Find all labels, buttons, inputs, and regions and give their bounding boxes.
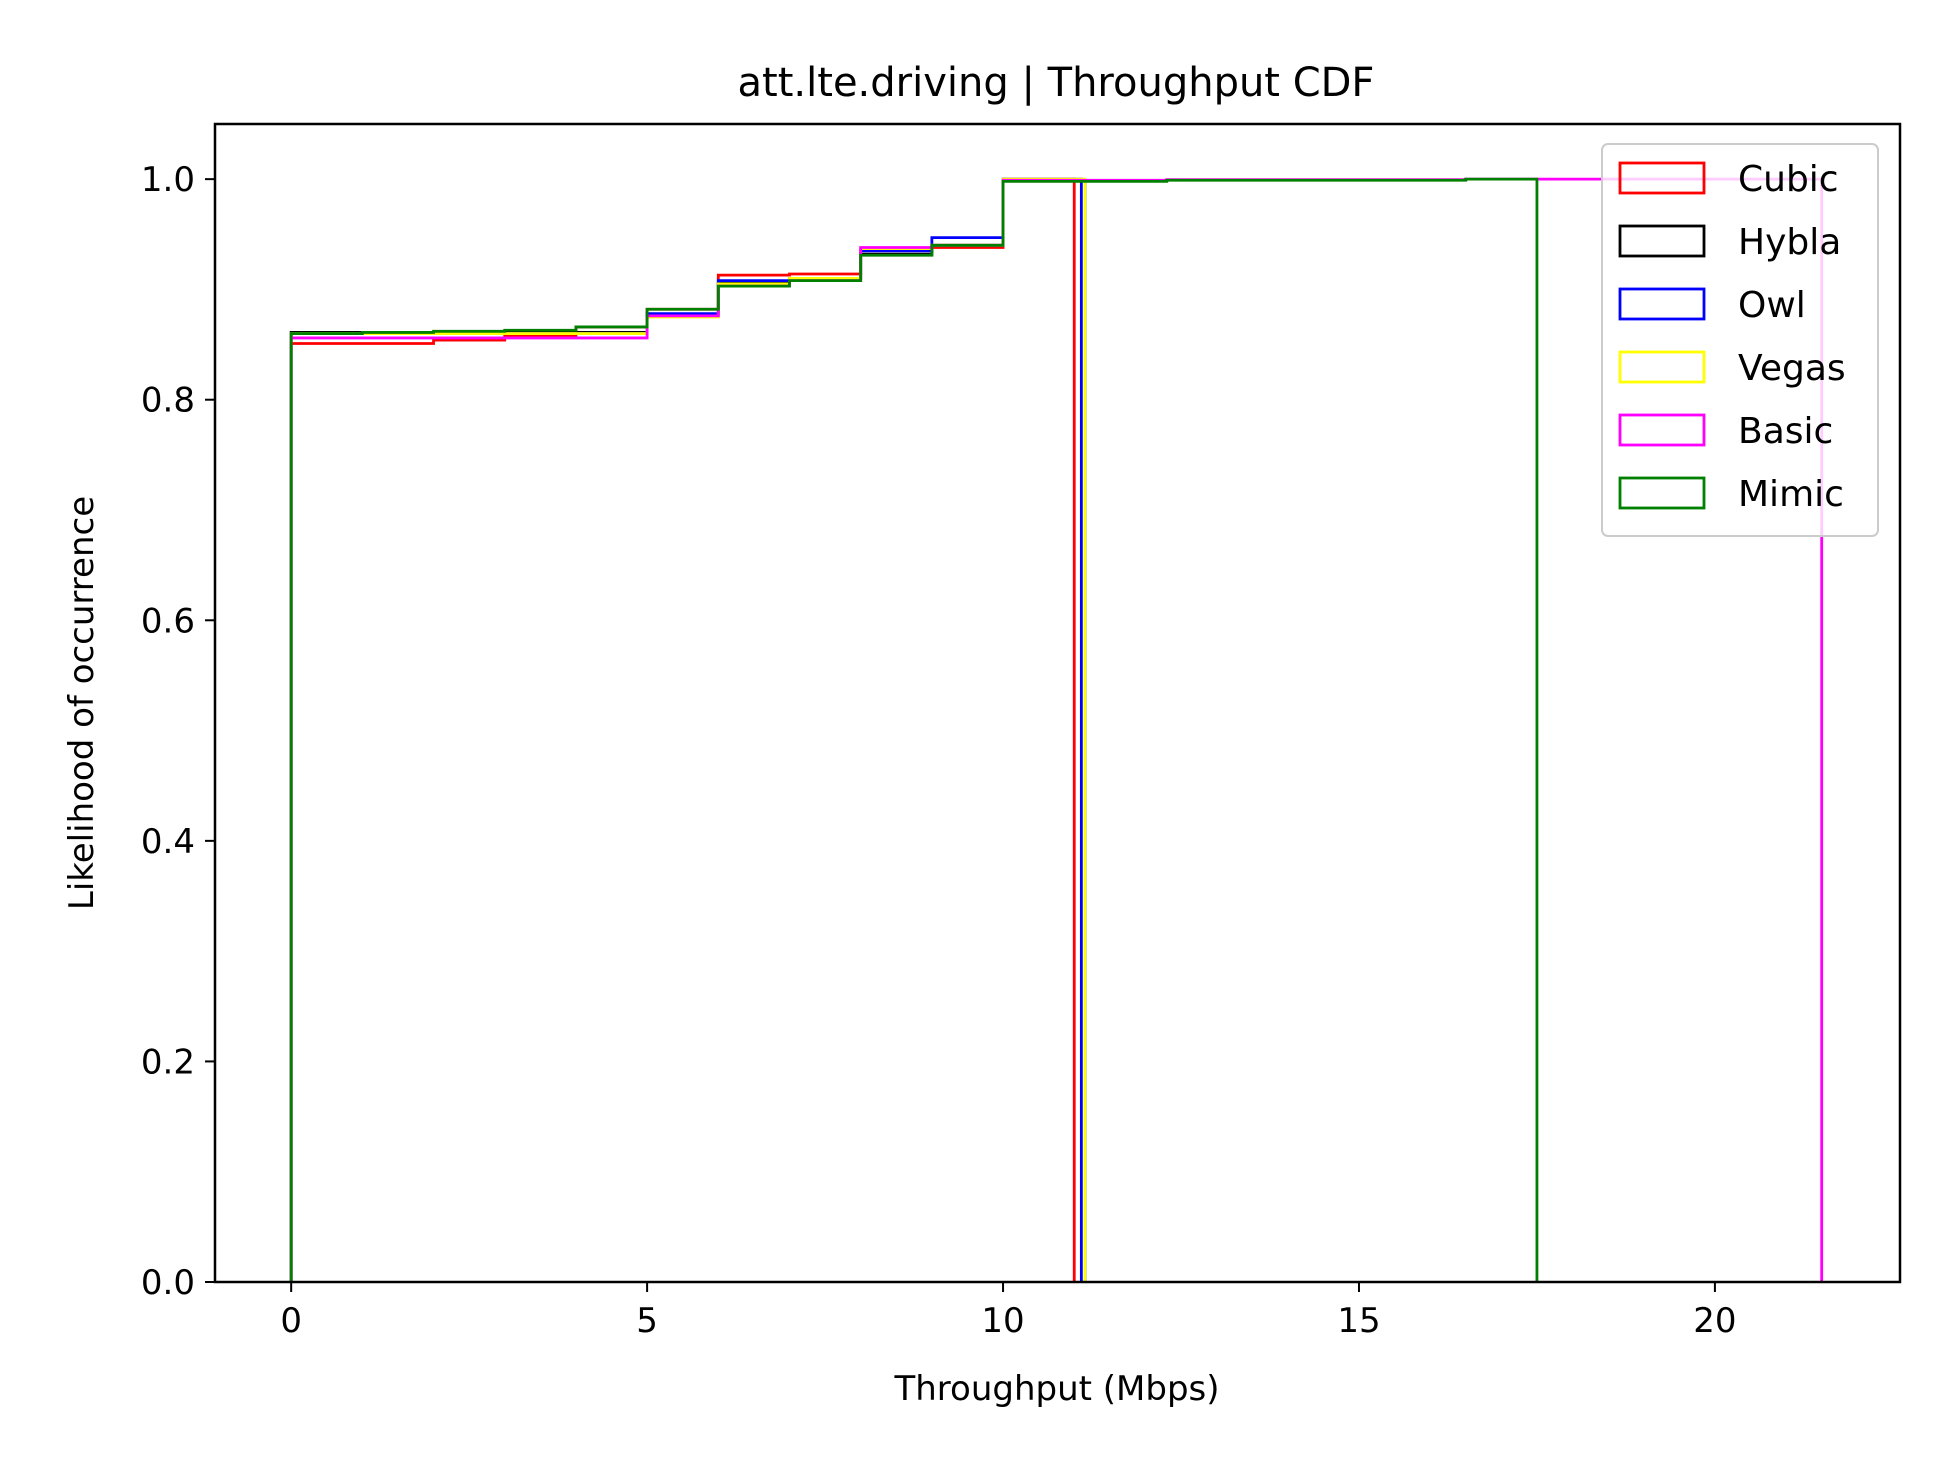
- y-tick-label: 0.0: [141, 1263, 195, 1303]
- legend-swatch: [1618, 350, 1706, 384]
- legend-item-mimic: Mimic: [1618, 474, 1844, 515]
- chart-title: att.lte.driving | Throughput CDF: [738, 60, 1375, 106]
- legend-label: Mimic: [1738, 474, 1844, 515]
- y-tick-label: 0.8: [141, 381, 195, 421]
- x-axis-title: Throughput (Mbps): [893, 1369, 1219, 1409]
- legend-label: Cubic: [1738, 159, 1839, 200]
- legend-swatch: [1618, 287, 1706, 321]
- x-tick-label: 10: [981, 1301, 1024, 1341]
- legend-item-cubic: Cubic: [1618, 159, 1839, 200]
- y-tick-label: 0.4: [141, 822, 195, 862]
- series-lines: [289, 177, 1824, 1282]
- legend-label: Owl: [1738, 285, 1806, 326]
- legend-item-basic: Basic: [1618, 411, 1833, 452]
- x-tick-label: 5: [636, 1301, 658, 1341]
- x-axis-ticks: 0 5 10 15 20: [280, 1282, 1737, 1341]
- x-tick-label: 20: [1693, 1301, 1736, 1341]
- legend-item-hybla: Hybla: [1618, 222, 1841, 263]
- y-axis-title: Likelihood of occurrence: [62, 496, 102, 910]
- legend-frame: [1601, 143, 1879, 537]
- series-line-mimic: [289, 177, 1539, 1282]
- legend-swatch: [1618, 413, 1706, 447]
- x-tick-label: 15: [1337, 1301, 1380, 1341]
- y-tick-label: 1.0: [141, 160, 195, 200]
- legend-item-owl: Owl: [1618, 285, 1806, 326]
- legend-label: Vegas: [1738, 348, 1846, 389]
- legend-swatch: [1618, 224, 1706, 258]
- plot-area-frame: [213, 122, 1902, 1284]
- x-tick-label: 0: [280, 1301, 302, 1341]
- legend-swatch: [1618, 476, 1706, 510]
- legend: Cubic Hybla Owl Vegas Basic Mimic: [1601, 143, 1879, 537]
- y-tick-label: 0.2: [141, 1042, 195, 1082]
- legend-label: Basic: [1738, 411, 1833, 452]
- legend-label: Hybla: [1738, 222, 1841, 263]
- legend-item-vegas: Vegas: [1618, 348, 1846, 389]
- y-tick-label: 0.6: [141, 601, 195, 641]
- y-axis-ticks: 0.0 0.2 0.4 0.6 0.8 1.0: [141, 160, 215, 1303]
- legend-swatch: [1618, 161, 1706, 195]
